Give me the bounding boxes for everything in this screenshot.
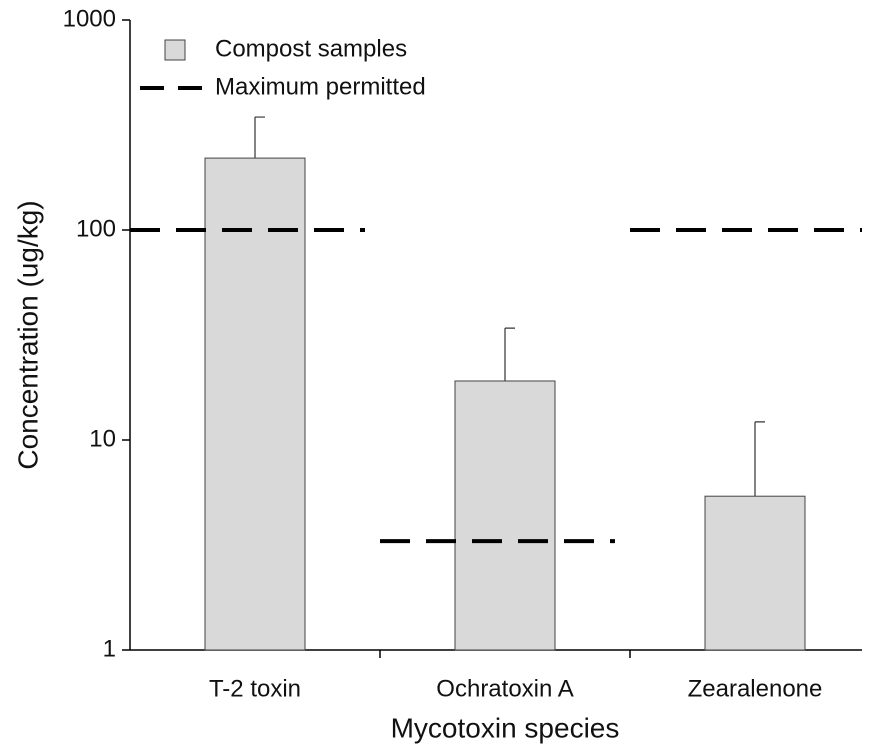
legend-swatch	[164, 39, 186, 61]
y-tick-label: 10	[89, 425, 116, 452]
error-bar	[254, 116, 265, 159]
error-bar	[504, 327, 515, 381]
x-tick-label: Zearalenone	[688, 675, 823, 702]
bar	[454, 380, 556, 651]
x-axis-title: Mycotoxin species	[391, 712, 620, 743]
x-tick-label: T-2 toxin	[209, 675, 301, 702]
y-axis-title: Concentration (ug/kg)	[12, 200, 43, 469]
y-tick-label: 100	[76, 215, 116, 242]
y-tick-label: 1000	[63, 5, 116, 32]
x-tick-label: Ochratoxin A	[436, 675, 573, 702]
error-bar	[754, 421, 765, 497]
y-tick-label: 1	[103, 635, 116, 662]
bar	[704, 495, 806, 651]
legend-label: Maximum permitted	[215, 73, 426, 100]
legend-label: Compost samples	[215, 35, 407, 62]
bar	[204, 157, 306, 651]
